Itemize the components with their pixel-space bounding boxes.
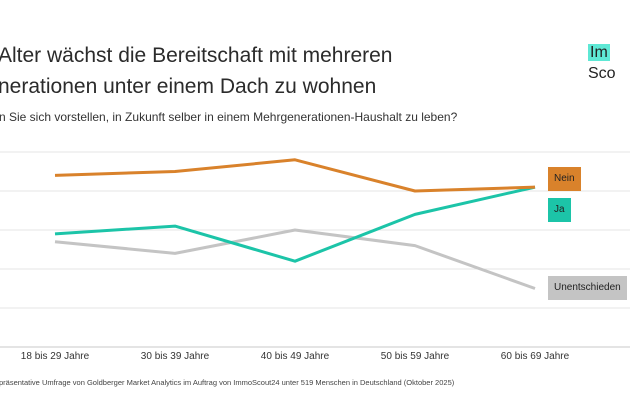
legend-label-ja: Ja (548, 198, 571, 222)
title-line-2: nerationen unter einem Dach zu wohnen (0, 75, 377, 98)
x-tick-label: 40 bis 49 Jahre (261, 351, 330, 362)
x-tick-label: 30 bis 39 Jahre (141, 351, 210, 362)
footnote: präsentative Umfrage von Goldberger Mark… (0, 378, 455, 387)
x-tick-label: 50 bis 59 Jahre (381, 351, 450, 362)
logo-line-2: Sco (588, 65, 616, 82)
legend-label-nein: Nein (548, 167, 581, 191)
legend-label-unentschieden: Unentschieden (548, 276, 627, 300)
x-tick-label: 18 bis 29 Jahre (21, 351, 90, 362)
immoscout-logo: Im Sco (588, 42, 616, 84)
title-line-1: Alter wächst die Bereitschaft mit mehrer… (0, 44, 393, 67)
chart-title: Alter wächst die Bereitschaft mit mehrer… (0, 40, 393, 102)
series-line-nein (54, 158, 536, 193)
series-line-unentschieden (54, 228, 536, 290)
logo-line-1: Im (588, 44, 610, 61)
chart-subtitle: n Sie sich vorstellen, in Zukunft selber… (0, 110, 458, 124)
x-tick-label: 60 bis 69 Jahre (501, 351, 570, 362)
